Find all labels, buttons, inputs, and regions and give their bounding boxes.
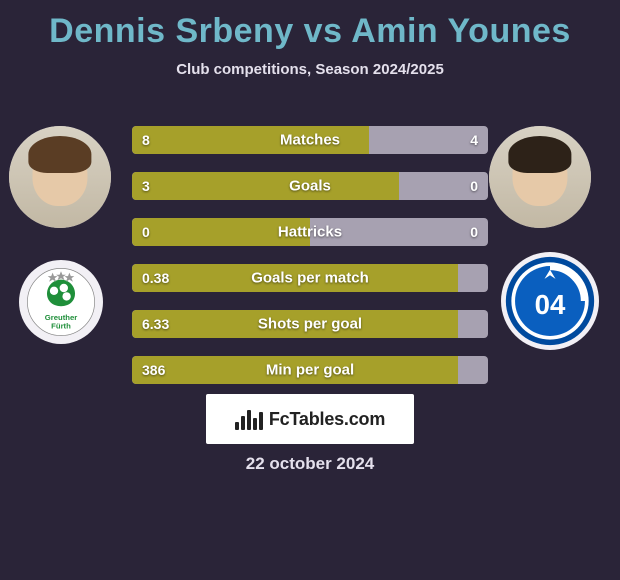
stat-row: 386Min per goal	[132, 356, 488, 384]
fctables-logo-icon	[235, 408, 263, 430]
subtitle: Club competitions, Season 2024/2025	[0, 61, 620, 78]
stat-label: Goals	[132, 178, 488, 195]
svg-text:Greuther: Greuther	[45, 313, 77, 322]
stats-container: 84Matches30Goals00Hattricks0.38Goals per…	[132, 126, 488, 402]
stat-row: 0 0Hattricks	[132, 218, 488, 246]
team-left-badge: Greuther Fürth	[19, 260, 103, 344]
stat-label: Shots per goal	[132, 316, 488, 333]
player-right-avatar	[489, 126, 591, 228]
stat-row: 0.38Goals per match	[132, 264, 488, 292]
stat-value-left: 0.38	[142, 270, 169, 286]
stat-value-right: 0	[470, 178, 478, 194]
player-right-face	[489, 126, 591, 228]
stat-row: 8 4Matches	[132, 126, 488, 154]
stat-value-right: 0	[470, 224, 478, 240]
stat-value-left: 0	[142, 224, 150, 240]
stat-value-left: 386	[142, 362, 165, 378]
stat-value-left: 6.33	[142, 316, 169, 332]
stat-label: Min per goal	[132, 362, 488, 379]
stat-label: Hattricks	[132, 224, 488, 241]
schalke-04-icon: 04	[504, 255, 596, 347]
player-left-avatar	[9, 126, 111, 228]
team-right-badge: 04	[501, 252, 599, 350]
stat-value-left: 8	[142, 132, 150, 148]
watermark-brand: FcTables.com	[269, 409, 385, 430]
stat-row: 6.33Shots per goal	[132, 310, 488, 338]
svg-text:Fürth: Fürth	[51, 322, 71, 331]
player-left-face	[9, 126, 111, 228]
svg-text:04: 04	[535, 289, 566, 320]
date-label: 22 october 2024	[0, 454, 620, 474]
watermark: FcTables.com	[206, 394, 414, 444]
stat-label: Matches	[132, 132, 488, 149]
stat-value-left: 3	[142, 178, 150, 194]
greuther-fuerth-icon: Greuther Fürth	[26, 267, 96, 337]
stat-value-right: 4	[470, 132, 478, 148]
stat-row: 3 0Goals	[132, 172, 488, 200]
page-title: Dennis Srbeny vs Amin Younes	[0, 0, 620, 51]
stat-label: Goals per match	[132, 270, 488, 287]
